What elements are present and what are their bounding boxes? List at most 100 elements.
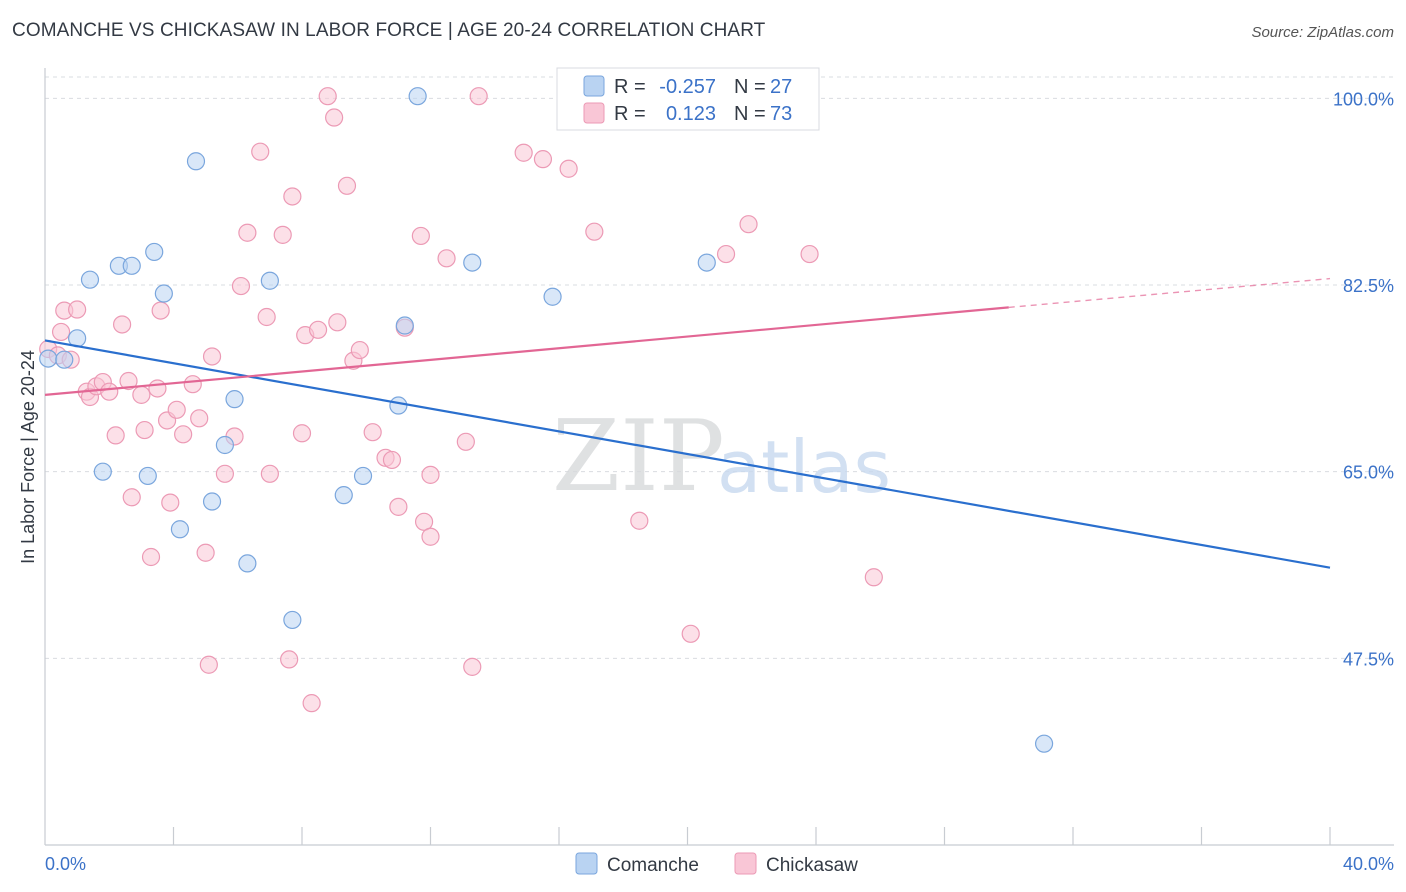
watermark-zip: ZIP: [552, 400, 725, 514]
chickasaw-point-45: [328, 313, 347, 332]
chickasaw-point-13: [119, 371, 138, 391]
comanche-trend-line: [44, 339, 1331, 569]
comanche-point-15: [238, 554, 257, 573]
chickasaw-point-28: [202, 347, 222, 366]
chickasaw-trend-extension: [1008, 277, 1331, 309]
legend-r-label-comanche: R =: [614, 76, 646, 98]
chickasaw-point-46: [337, 176, 357, 195]
chickasaw-point-16: [135, 420, 154, 440]
chart-title: COMANCHE VS CHICKASAW IN LABOR FORCE | A…: [12, 20, 766, 41]
chickasaw-point-44: [325, 108, 344, 127]
axes: [44, 68, 1394, 846]
x-tick-marks: [172, 827, 1331, 845]
chickasaw-point-22: [167, 400, 186, 419]
comanche-point-7: [138, 466, 157, 486]
chickasaw-point-15: [132, 385, 151, 404]
watermark: ZIP atlas: [552, 400, 891, 514]
bottom-legend-comanche-swatch: [575, 852, 598, 875]
comanche-point-17: [283, 610, 302, 630]
chickasaw-point-71: [800, 244, 819, 264]
chickasaw-point-14: [122, 488, 141, 507]
chickasaw-point-37: [283, 187, 302, 206]
legend-n-value-comanche: 27: [770, 76, 792, 98]
chickasaw-point-70: [739, 215, 758, 234]
chickasaw-trend-line: [44, 306, 1009, 396]
chickasaw-point-39: [292, 424, 312, 443]
trend-lines: [44, 277, 1331, 569]
chickasaw-point-11: [106, 426, 125, 445]
chickasaw-point-49: [363, 423, 382, 442]
comanche-point-23: [463, 253, 482, 272]
chickasaw-point-17: [141, 547, 161, 567]
chickasaw-point-38: [280, 650, 299, 669]
chickasaw-point-52: [389, 497, 408, 516]
chickasaw-point-19: [151, 301, 170, 320]
chickasaw-point-63: [533, 150, 553, 169]
chickasaw-point-64: [559, 159, 578, 178]
chickasaw-point-10: [100, 382, 119, 401]
comanche-point-10: [170, 520, 190, 539]
chickasaw-point-23: [174, 425, 193, 444]
chickasaw-point-42: [308, 320, 328, 339]
chickasaw-point-51: [382, 450, 402, 470]
chickasaw-point-72: [864, 568, 883, 587]
chickasaw-point-32: [238, 223, 257, 242]
y-axis-label: In Labor Force | Age 20-24: [18, 350, 38, 564]
chickasaw-point-66: [585, 222, 604, 241]
chickasaw-point-2: [51, 322, 71, 342]
bottom-legend: Comanche Chickasaw: [575, 852, 858, 876]
chickasaw-point-35: [260, 464, 279, 483]
comanche-point-8: [145, 242, 164, 262]
chickasaw-point-21: [161, 493, 180, 512]
comanche-point-24: [543, 287, 562, 306]
comanche-point-6: [122, 256, 141, 275]
chickasaw-point-34: [257, 307, 276, 327]
chickasaw-point-18: [148, 379, 167, 398]
chickasaw-point-69: [716, 244, 736, 264]
comanche-point-11: [186, 152, 206, 171]
comanche-point-20: [395, 316, 414, 335]
comanche-point-26: [1034, 734, 1054, 753]
chickasaw-point-56: [421, 527, 440, 546]
x-tick-label-max: 40.0%: [1343, 854, 1394, 874]
comanche-point-3: [80, 270, 100, 289]
comanche-point-16: [260, 271, 279, 290]
legend-n-label-chickasaw: N =: [734, 103, 766, 125]
chickasaw-point-5: [68, 300, 87, 319]
stats-legend: R = -0.257 N = 27 R = 0.123 N = 73: [556, 67, 820, 131]
comanche-point-18: [334, 486, 353, 505]
chickasaw-point-25: [190, 409, 209, 428]
chickasaw-point-61: [469, 87, 488, 106]
y-tick-label-3: 100.0%: [1333, 89, 1394, 109]
chickasaw-point-54: [411, 226, 430, 246]
chickasaw-point-24: [183, 375, 202, 394]
comanche-point-9: [154, 284, 173, 303]
comanche-point-21: [389, 396, 408, 415]
comanche-point-1: [55, 350, 74, 369]
chickasaw-point-67: [630, 511, 649, 530]
comanche-point-14: [225, 390, 244, 409]
y-tick-label-1: 65.0%: [1343, 463, 1394, 483]
chickasaw-point-60: [463, 657, 482, 676]
chickasaw-swatch: [583, 102, 605, 124]
y-tick-label-0: 47.5%: [1343, 649, 1394, 669]
y-tick-labels: 47.5% 65.0% 82.5% 100.0%: [1333, 89, 1394, 669]
chickasaw-point-31: [231, 276, 251, 296]
comanche-swatch: [583, 75, 605, 97]
chickasaw-point-48: [350, 340, 369, 360]
comanche-point-13: [215, 435, 234, 455]
chart-source: Source: ZipAtlas.com: [1251, 24, 1394, 41]
comanche-point-4: [93, 462, 112, 481]
comanche-point-0: [39, 349, 58, 368]
legend-n-label-comanche: N =: [734, 76, 766, 98]
chickasaw-point-58: [437, 249, 456, 268]
comanche-point-12: [202, 492, 222, 511]
comanche-point-22: [408, 87, 427, 106]
legend-r-value-chickasaw: 0.123: [666, 103, 716, 125]
chickasaw-point-41: [302, 694, 321, 713]
legend-n-value-chickasaw: 73: [770, 103, 792, 125]
chickasaw-points: [39, 87, 883, 713]
chickasaw-point-29: [215, 464, 234, 483]
chickasaw-point-33: [251, 142, 270, 161]
